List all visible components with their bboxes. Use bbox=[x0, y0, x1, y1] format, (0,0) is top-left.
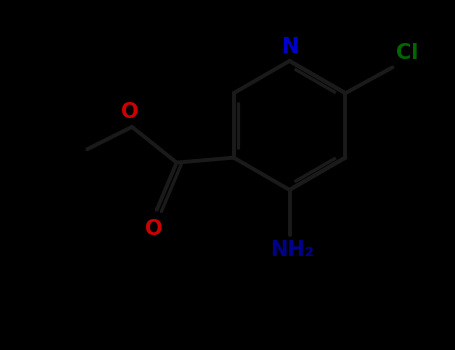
Text: Cl: Cl bbox=[396, 43, 418, 63]
Text: NH₂: NH₂ bbox=[270, 240, 314, 260]
Text: O: O bbox=[121, 102, 139, 122]
Text: N: N bbox=[281, 37, 298, 57]
Text: O: O bbox=[146, 219, 163, 239]
